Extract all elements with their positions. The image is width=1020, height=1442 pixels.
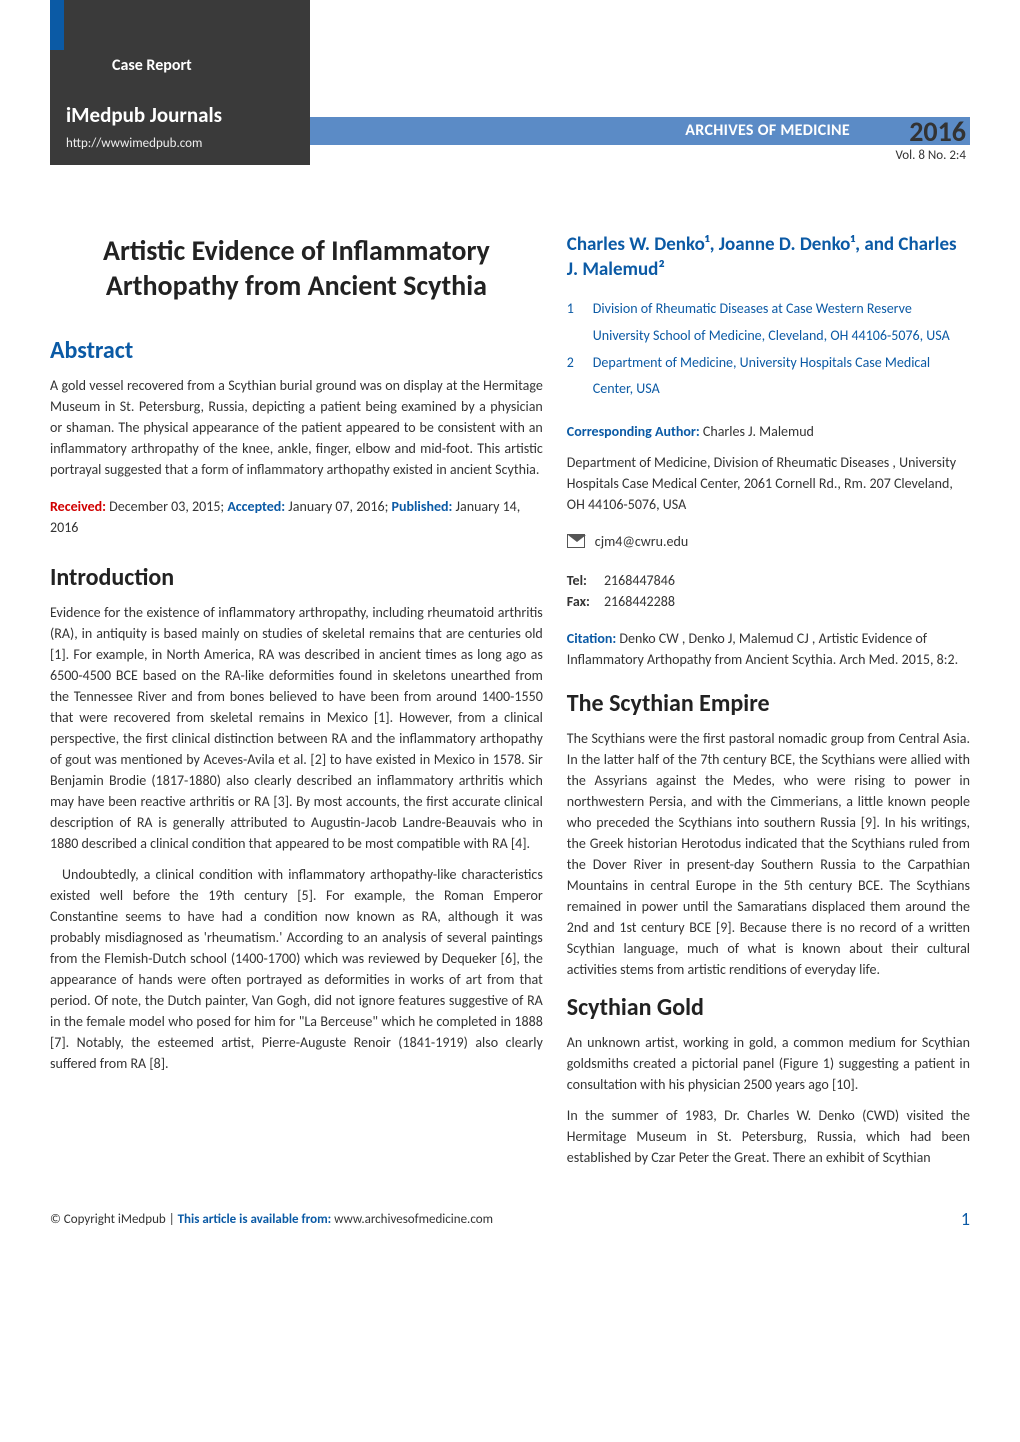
scythian-gold-p2: In the summer of 1983, Dr. Charles W. De… [567,1105,970,1168]
corresponding-label: Corresponding Author: [567,423,700,440]
introduction-p2: Undoubtedly, a clinical condition with i… [50,864,543,1074]
tel-value: 2168447846 [601,572,675,589]
scythian-gold-p1: An unknown artist, working in gold, a co… [567,1032,970,1095]
avail-url[interactable]: www.archivesofmedicine.com [334,1212,493,1227]
citation-block: Citation: Denko CW , Denko J, Malemud CJ… [567,628,970,670]
scythian-empire-p: The Scythians were the first pastoral no… [567,728,970,980]
affil-2-text: Department of Medicine, University Hospi… [593,350,970,403]
contact-tel-fax: Tel: 2168447846 Fax: 2168442288 [567,570,970,612]
affil-1-num: 1 [567,296,581,349]
article-dates: Received: December 03, 2015; Accepted: J… [50,496,543,538]
header-dark-box: Case Report iMedpub Journals http://wwwi… [50,0,310,165]
article-title: Artistic Evidence of Inflammatory Arthop… [50,233,543,303]
avail-label: This article is available from: [178,1212,335,1227]
footer: © Copyright iMedpub | This article is av… [50,1206,970,1233]
abstract-heading: Abstract [50,333,543,369]
corresponding-name: Charles J. Malemud [700,423,814,440]
affil-2-num: 2 [567,350,581,403]
abstract-text: A gold vessel recovered from a Scythian … [50,375,543,480]
scythian-gold-heading: Scythian Gold [567,990,970,1026]
email-row: cjm4@cwru.edu [567,531,970,552]
received-date: December 03, 2015; [106,498,227,515]
email-icon [567,534,585,548]
received-label: Received: [50,498,106,515]
header-blue-bar [310,117,970,145]
published-label: Published: [392,498,453,515]
affil-1-text: Division of Rheumatic Diseases at Case W… [593,296,970,349]
journal-url[interactable]: http://wwwimedpub.com [66,134,296,154]
page-number: 1 [961,1206,970,1233]
tel-label: Tel: [567,570,601,591]
fax-label: Fax: [567,591,601,612]
accepted-label: Accepted: [227,498,285,515]
archives-of-medicine-label: ARCHIVES OF MEDICINE [685,117,850,145]
corresponding-author-block: Corresponding Author: Charles J. Malemud… [567,421,970,515]
header-blue-tab [50,0,64,50]
accepted-date: January 07, 2016; [285,498,391,515]
authors: Charles W. Denko¹, Joanne D. Denko¹, and… [567,233,970,282]
case-report-label: Case Report [112,54,296,78]
affiliation-2: 2Department of Medicine, University Hosp… [567,350,970,403]
volume-number-label: Vol. 8 No. 2:4 [895,146,966,166]
introduction-p1: Evidence for the existence of inflammato… [50,602,543,854]
citation-label: Citation: [567,630,616,647]
affiliations-list: 1Division of Rheumatic Diseases at Case … [567,296,970,402]
scythian-empire-heading: The Scythian Empire [567,686,970,722]
journal-name: iMedpub Journals [66,100,296,132]
corresponding-email[interactable]: cjm4@cwru.edu [595,531,688,552]
copyright-text: © Copyright iMedpub | [50,1212,178,1227]
affiliation-1: 1Division of Rheumatic Diseases at Case … [567,296,970,349]
introduction-heading: Introduction [50,560,543,596]
fax-value: 2168442288 [601,593,675,610]
header: Case Report iMedpub Journals http://wwwi… [50,0,970,175]
corresponding-address: Department of Medicine, Division of Rheu… [567,452,970,515]
citation-text: Denko CW , Denko J, Malemud CJ , Artisti… [567,630,958,668]
